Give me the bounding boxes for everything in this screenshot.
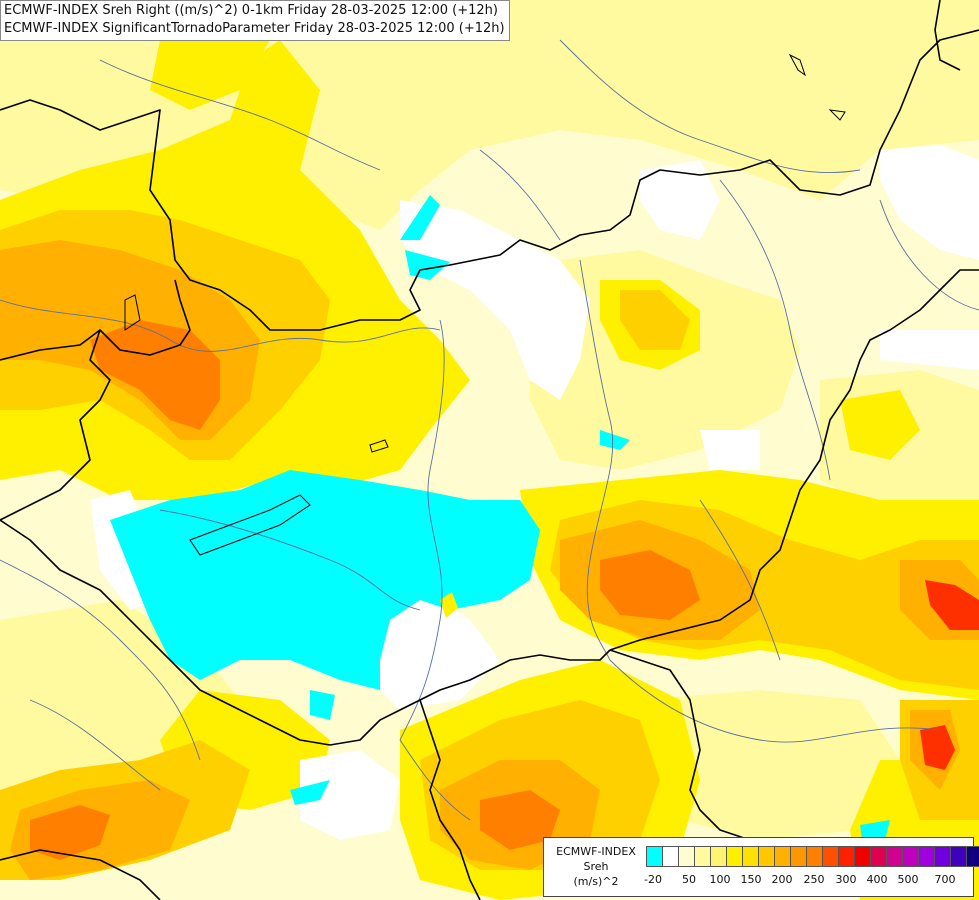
legend-swatch <box>710 846 727 867</box>
color-legend: ECMWF-INDEX Sreh (m/s)^2 -20 50 100 150 200 2… <box>543 837 979 897</box>
legend-swatch <box>726 846 743 867</box>
legend-tick-label: 500 <box>897 873 919 886</box>
lakes <box>124 53 846 556</box>
field-spot <box>440 592 458 618</box>
legend-swatch <box>758 846 775 867</box>
legend-swatch <box>838 846 855 867</box>
legend-swatch <box>774 846 791 867</box>
legend-tick-label: 250 <box>803 873 825 886</box>
field-red <box>920 580 979 770</box>
legend-swatch <box>870 846 887 867</box>
legend-label: ECMWF-INDEX Sreh (m/s)^2 <box>548 844 644 889</box>
legend-tick-label: 50 <box>682 873 696 886</box>
legend-swatch <box>662 846 679 867</box>
legend-swatch <box>918 846 935 867</box>
legend-tick-label: 300 <box>835 873 857 886</box>
legend-tick-label: 200 <box>771 873 793 886</box>
legend-label-line-2: Sreh <box>583 860 609 873</box>
legend-swatch <box>646 846 663 867</box>
legend-swatches <box>646 846 979 867</box>
legend-swatch <box>934 846 951 867</box>
legend-label-line-3: (m/s)^2 <box>573 875 619 888</box>
legend-tick-label: 400 <box>866 873 888 886</box>
field-white <box>90 145 979 840</box>
legend-tick-label: 700 <box>934 873 956 886</box>
field-cyan <box>110 195 890 840</box>
legend-swatch <box>854 846 871 867</box>
legend-label-line-1: ECMWF-INDEX <box>556 845 636 858</box>
legend-swatch <box>806 846 823 867</box>
legend-tick-label: -20 <box>644 873 662 886</box>
legend-swatch <box>950 846 967 867</box>
legend-swatch <box>886 846 903 867</box>
legend-tick-label: 100 <box>709 873 731 886</box>
legend-ticks: -20 50 100 150 200 250 300 400 500 700 <box>644 873 968 889</box>
legend-swatch <box>822 846 839 867</box>
legend-swatch <box>790 846 807 867</box>
legend-swatch <box>902 846 919 867</box>
map-title: ECMWF-INDEX Sreh Right ((m/s)^2) 0-1km F… <box>0 0 510 41</box>
rivers <box>0 39 979 821</box>
title-line-1: ECMWF-INDEX Sreh Right ((m/s)^2) 0-1km F… <box>4 3 498 18</box>
legend-tick-label: 150 <box>740 873 762 886</box>
legend-swatch <box>678 846 695 867</box>
title-line-2: ECMWF-INDEX SignificantTornadoParameter … <box>4 21 505 36</box>
legend-swatch <box>694 846 711 867</box>
legend-swatch <box>742 846 759 867</box>
legend-swatch <box>966 846 979 867</box>
